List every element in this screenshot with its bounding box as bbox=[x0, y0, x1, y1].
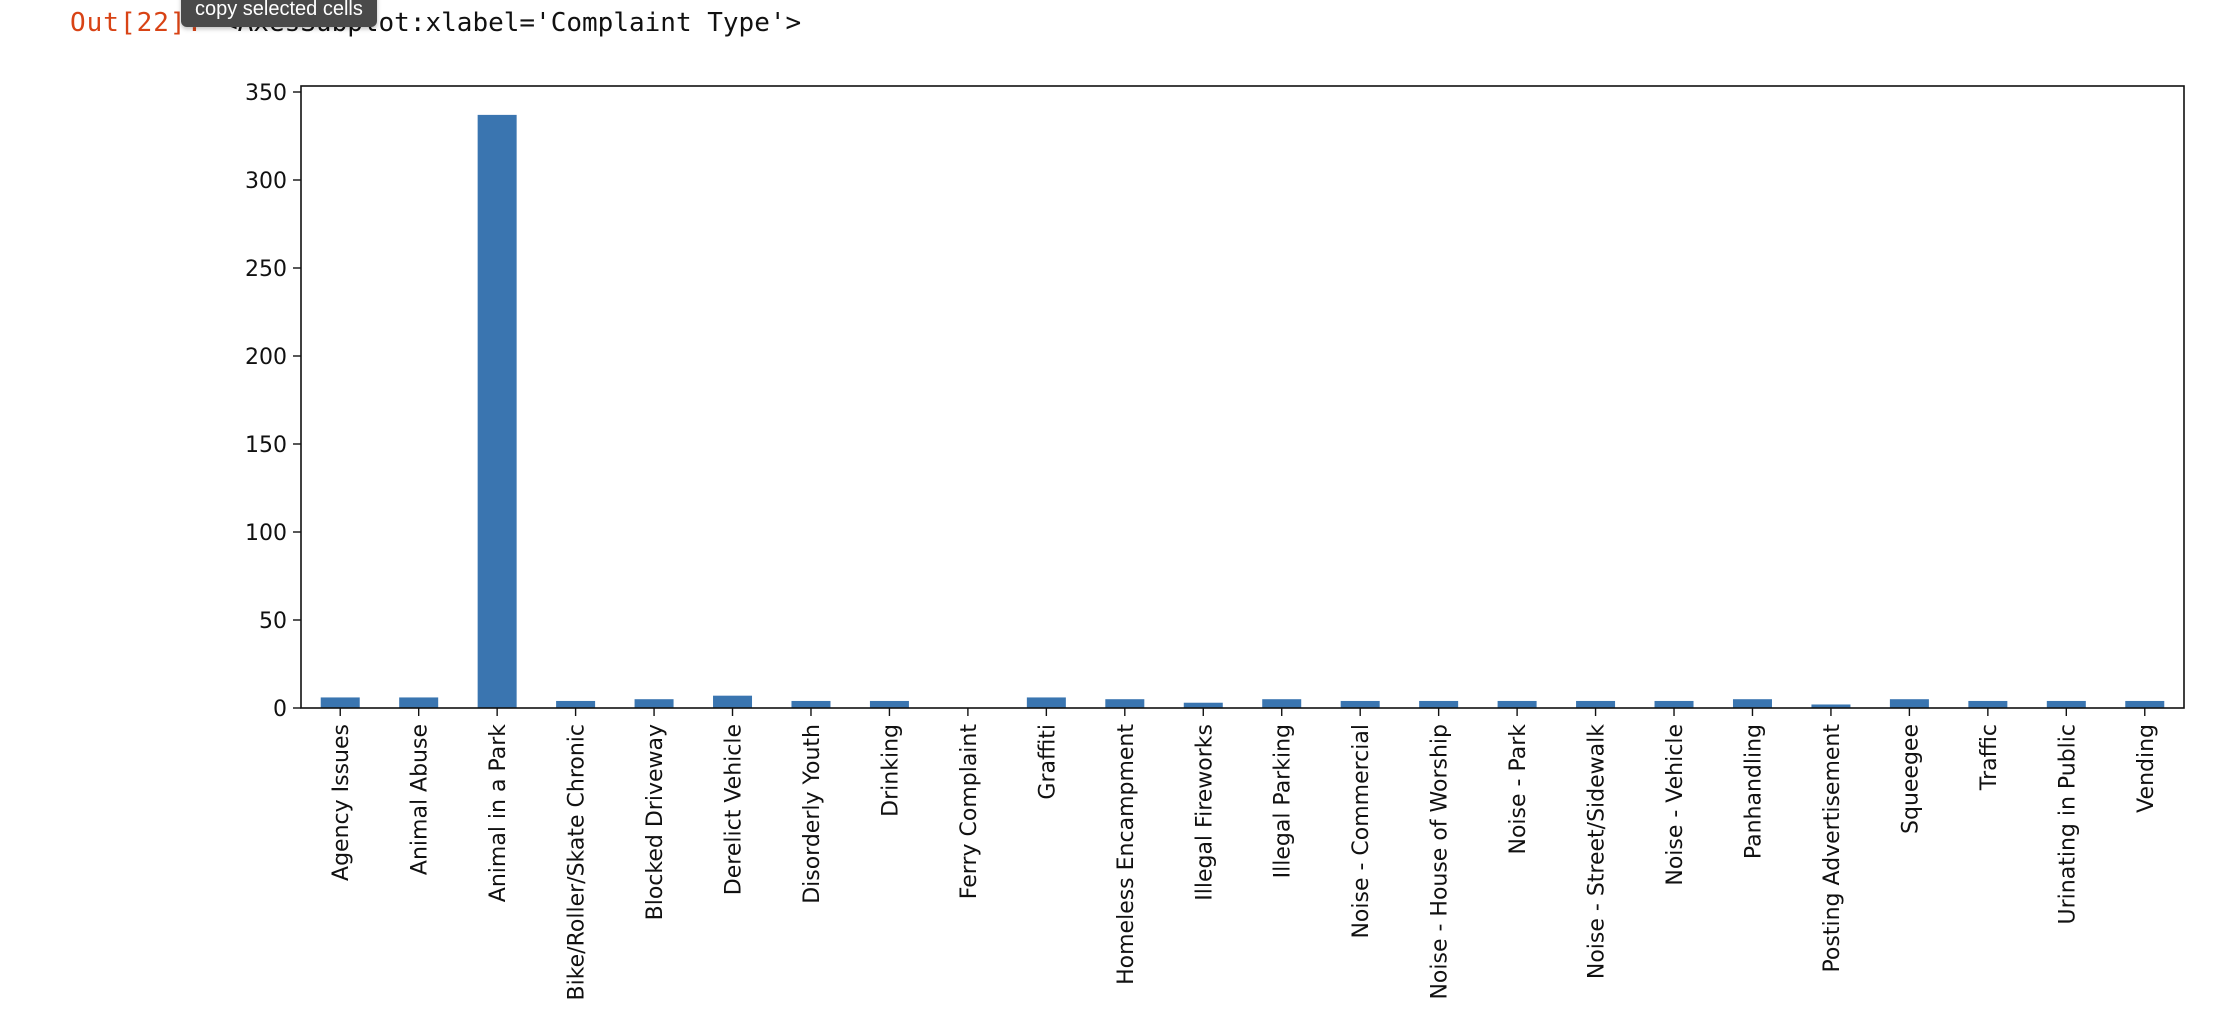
x-tick-label: Derelict Vehicle bbox=[722, 724, 747, 895]
bar bbox=[1340, 700, 1380, 708]
x-tick-label: Blocked Driveway bbox=[643, 724, 668, 920]
bar bbox=[634, 699, 674, 708]
x-tick-label: Homeless Encampment bbox=[1114, 724, 1139, 985]
x-tick-label: Vending bbox=[2134, 724, 2159, 813]
bar bbox=[399, 697, 439, 708]
output-prompt: Out[22]: bbox=[70, 8, 204, 38]
y-tick-label: 300 bbox=[245, 169, 287, 194]
x-tick-label: Drinking bbox=[878, 724, 903, 817]
bar bbox=[1654, 700, 1694, 708]
x-tick-label: Noise - House of Worship bbox=[1428, 724, 1453, 1000]
bar bbox=[1732, 699, 1772, 708]
x-tick-label: Squeegee bbox=[1898, 724, 1923, 834]
bar bbox=[1026, 697, 1066, 708]
bar bbox=[1419, 700, 1459, 708]
bar bbox=[556, 700, 596, 708]
x-tick-label: Graffiti bbox=[1035, 724, 1060, 800]
bar bbox=[1497, 700, 1537, 708]
bar bbox=[320, 697, 360, 708]
bar bbox=[1576, 700, 1616, 708]
bar bbox=[2046, 700, 2086, 708]
bar bbox=[1968, 700, 2008, 708]
x-tick-label: Posting Advertisement bbox=[1820, 724, 1845, 973]
y-tick-label: 150 bbox=[245, 433, 287, 458]
bar bbox=[477, 114, 517, 708]
bar bbox=[1105, 699, 1145, 708]
x-tick-label: Noise - Vehicle bbox=[1663, 724, 1688, 886]
bar bbox=[869, 700, 909, 708]
x-tick-label: Bike/Roller/Skate Chronic bbox=[565, 724, 590, 1001]
bar bbox=[791, 700, 831, 708]
bar bbox=[2125, 700, 2165, 708]
x-tick-label: Illegal Fireworks bbox=[1192, 724, 1217, 901]
x-tick-label: Animal Abuse bbox=[408, 724, 433, 875]
x-tick-label: Illegal Parking bbox=[1271, 724, 1296, 878]
x-tick-label: Noise - Park bbox=[1506, 724, 1531, 855]
y-tick-label: 0 bbox=[273, 697, 287, 722]
bar bbox=[1811, 704, 1851, 708]
x-tick-label: Agency Issues bbox=[329, 724, 354, 881]
bar bbox=[1262, 699, 1302, 708]
bar bbox=[713, 695, 753, 708]
copy-cells-tooltip: copy selected cells bbox=[181, 0, 377, 27]
y-tick-label: 250 bbox=[245, 257, 287, 282]
bar bbox=[1183, 702, 1223, 708]
y-tick-label: 200 bbox=[245, 345, 287, 370]
x-tick-label: Disorderly Youth bbox=[800, 724, 825, 904]
x-tick-label: Panhandling bbox=[1741, 724, 1766, 859]
x-tick-label: Ferry Complaint bbox=[957, 724, 982, 900]
x-tick-label: Noise - Street/Sidewalk bbox=[1585, 724, 1610, 979]
y-tick-label: 350 bbox=[245, 81, 287, 106]
x-tick-label: Noise - Commercial bbox=[1349, 724, 1374, 939]
y-tick-label: 50 bbox=[259, 609, 287, 634]
plot-frame bbox=[300, 85, 2185, 709]
bar bbox=[1889, 699, 1929, 708]
x-tick-label: Urinating in Public bbox=[2055, 724, 2080, 924]
x-tick-label: Animal in a Park bbox=[486, 724, 511, 902]
y-tick-label: 100 bbox=[245, 521, 287, 546]
x-tick-label: Traffic bbox=[1977, 724, 2002, 791]
